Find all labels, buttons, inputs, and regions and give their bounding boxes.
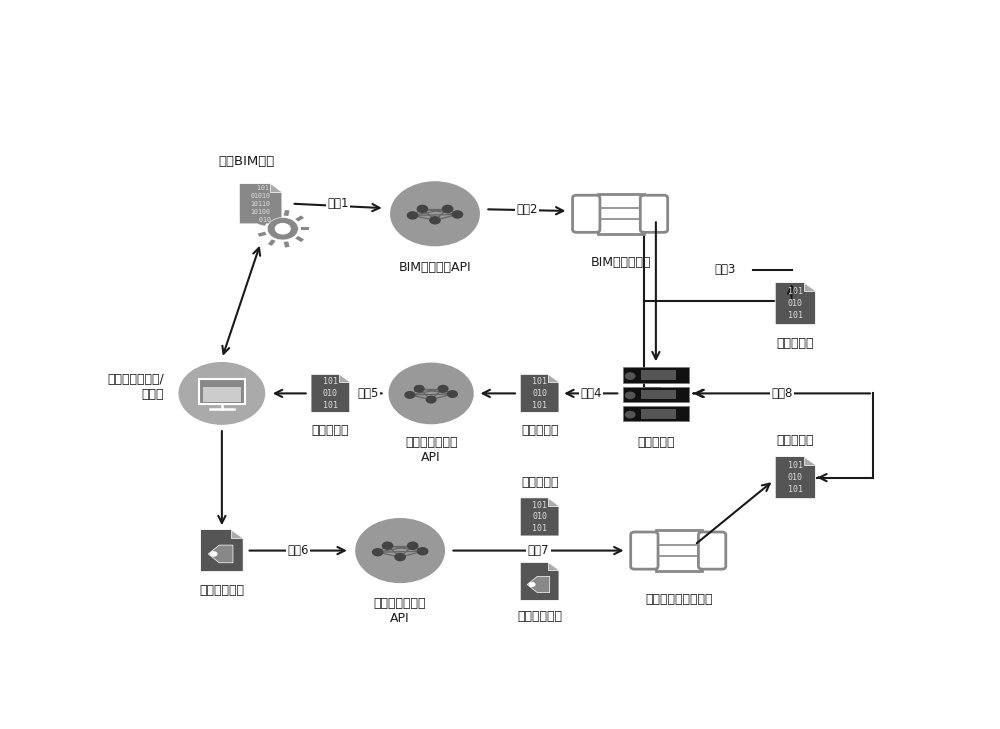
Polygon shape <box>258 221 267 226</box>
Text: 切割定义模型: 切割定义模型 <box>199 584 244 597</box>
Text: 步骤2: 步骤2 <box>516 203 538 216</box>
Polygon shape <box>775 283 816 324</box>
Text: BIM轻量化引擎: BIM轻量化引擎 <box>591 257 651 270</box>
Text: 101
010
101: 101 010 101 <box>323 377 338 410</box>
FancyBboxPatch shape <box>641 389 676 399</box>
Polygon shape <box>270 184 282 192</box>
Text: 101
010
101: 101 010 101 <box>532 377 547 410</box>
FancyBboxPatch shape <box>598 194 644 234</box>
Circle shape <box>625 391 636 399</box>
Text: 切割定义模型: 切割定义模型 <box>517 609 562 623</box>
Circle shape <box>404 391 415 399</box>
Circle shape <box>394 553 406 561</box>
FancyBboxPatch shape <box>698 532 726 569</box>
Circle shape <box>414 385 425 393</box>
Polygon shape <box>339 374 350 382</box>
FancyBboxPatch shape <box>641 370 676 380</box>
FancyBboxPatch shape <box>203 387 241 402</box>
Polygon shape <box>520 374 559 413</box>
Text: 轻量化模型展示
API: 轻量化模型展示 API <box>405 436 457 464</box>
Polygon shape <box>548 374 559 382</box>
Polygon shape <box>201 529 243 572</box>
Circle shape <box>426 396 437 404</box>
FancyBboxPatch shape <box>656 531 702 571</box>
Text: 步骤3: 步骤3 <box>714 263 735 276</box>
Text: 步骤6: 步骤6 <box>287 544 309 557</box>
Polygon shape <box>258 232 267 237</box>
Polygon shape <box>268 211 276 218</box>
Text: 步骤1: 步骤1 <box>327 197 349 210</box>
Circle shape <box>210 551 218 557</box>
Circle shape <box>390 182 480 246</box>
FancyBboxPatch shape <box>631 532 658 569</box>
Polygon shape <box>311 374 350 413</box>
Polygon shape <box>301 227 309 230</box>
Text: 轻量化模型: 轻量化模型 <box>521 424 558 437</box>
Text: 101
01010
10110
10100
  010: 101 01010 10110 10100 010 <box>251 184 271 222</box>
Circle shape <box>438 385 449 393</box>
Polygon shape <box>231 529 243 538</box>
Text: 轻量化模型: 轻量化模型 <box>777 338 814 350</box>
Polygon shape <box>520 498 559 536</box>
Circle shape <box>447 390 458 398</box>
Polygon shape <box>548 498 559 506</box>
Polygon shape <box>295 215 304 222</box>
Circle shape <box>417 547 428 555</box>
Text: 101
010
101: 101 010 101 <box>788 287 803 320</box>
Text: 轻量化模型展示/
编辑器: 轻量化模型展示/ 编辑器 <box>107 373 164 401</box>
Circle shape <box>388 362 474 424</box>
Text: 轻量化模型切割
API: 轻量化模型切割 API <box>374 596 426 625</box>
Circle shape <box>429 216 441 225</box>
Circle shape <box>407 542 419 550</box>
Text: 步骤7: 步骤7 <box>528 544 549 557</box>
Text: 101
010
101: 101 010 101 <box>788 461 803 494</box>
Polygon shape <box>527 577 550 593</box>
Text: 步骤5: 步骤5 <box>358 387 379 400</box>
Polygon shape <box>284 210 290 216</box>
Text: 轻量化模型: 轻量化模型 <box>521 476 558 489</box>
Circle shape <box>442 205 453 213</box>
Polygon shape <box>208 545 233 563</box>
Polygon shape <box>775 456 816 499</box>
Circle shape <box>625 411 636 418</box>
Text: BIM模型转换API: BIM模型转换API <box>399 262 471 275</box>
Text: 步骤8: 步骤8 <box>772 387 793 400</box>
Polygon shape <box>295 236 304 242</box>
Circle shape <box>382 542 393 550</box>
Polygon shape <box>804 283 816 291</box>
Text: 步骤4: 步骤4 <box>580 387 602 400</box>
FancyBboxPatch shape <box>199 379 245 404</box>
Polygon shape <box>284 241 290 247</box>
Circle shape <box>372 548 383 556</box>
Polygon shape <box>239 184 282 224</box>
Circle shape <box>529 582 536 587</box>
Circle shape <box>275 223 291 235</box>
Text: 轻量化模型: 轻量化模型 <box>312 424 349 437</box>
Text: 轻量化模型切分引擎: 轻量化模型切分引擎 <box>645 593 713 607</box>
FancyBboxPatch shape <box>623 406 689 421</box>
Text: 原始BIM模型: 原始BIM模型 <box>219 155 275 168</box>
Circle shape <box>178 362 265 425</box>
Circle shape <box>407 211 418 219</box>
FancyBboxPatch shape <box>623 367 689 383</box>
Polygon shape <box>268 239 276 246</box>
FancyBboxPatch shape <box>573 195 600 233</box>
Polygon shape <box>548 562 559 570</box>
Circle shape <box>267 217 298 240</box>
Circle shape <box>452 210 463 219</box>
FancyBboxPatch shape <box>641 409 676 418</box>
Circle shape <box>417 205 428 213</box>
Text: 轻量化模型: 轻量化模型 <box>777 434 814 447</box>
Circle shape <box>355 518 445 583</box>
Polygon shape <box>804 456 816 464</box>
Text: 101
010
101: 101 010 101 <box>532 501 547 533</box>
Circle shape <box>625 373 636 380</box>
FancyBboxPatch shape <box>640 195 668 233</box>
Polygon shape <box>520 562 559 601</box>
FancyBboxPatch shape <box>623 386 689 402</box>
Text: 轻量化服务: 轻量化服务 <box>637 435 675 448</box>
